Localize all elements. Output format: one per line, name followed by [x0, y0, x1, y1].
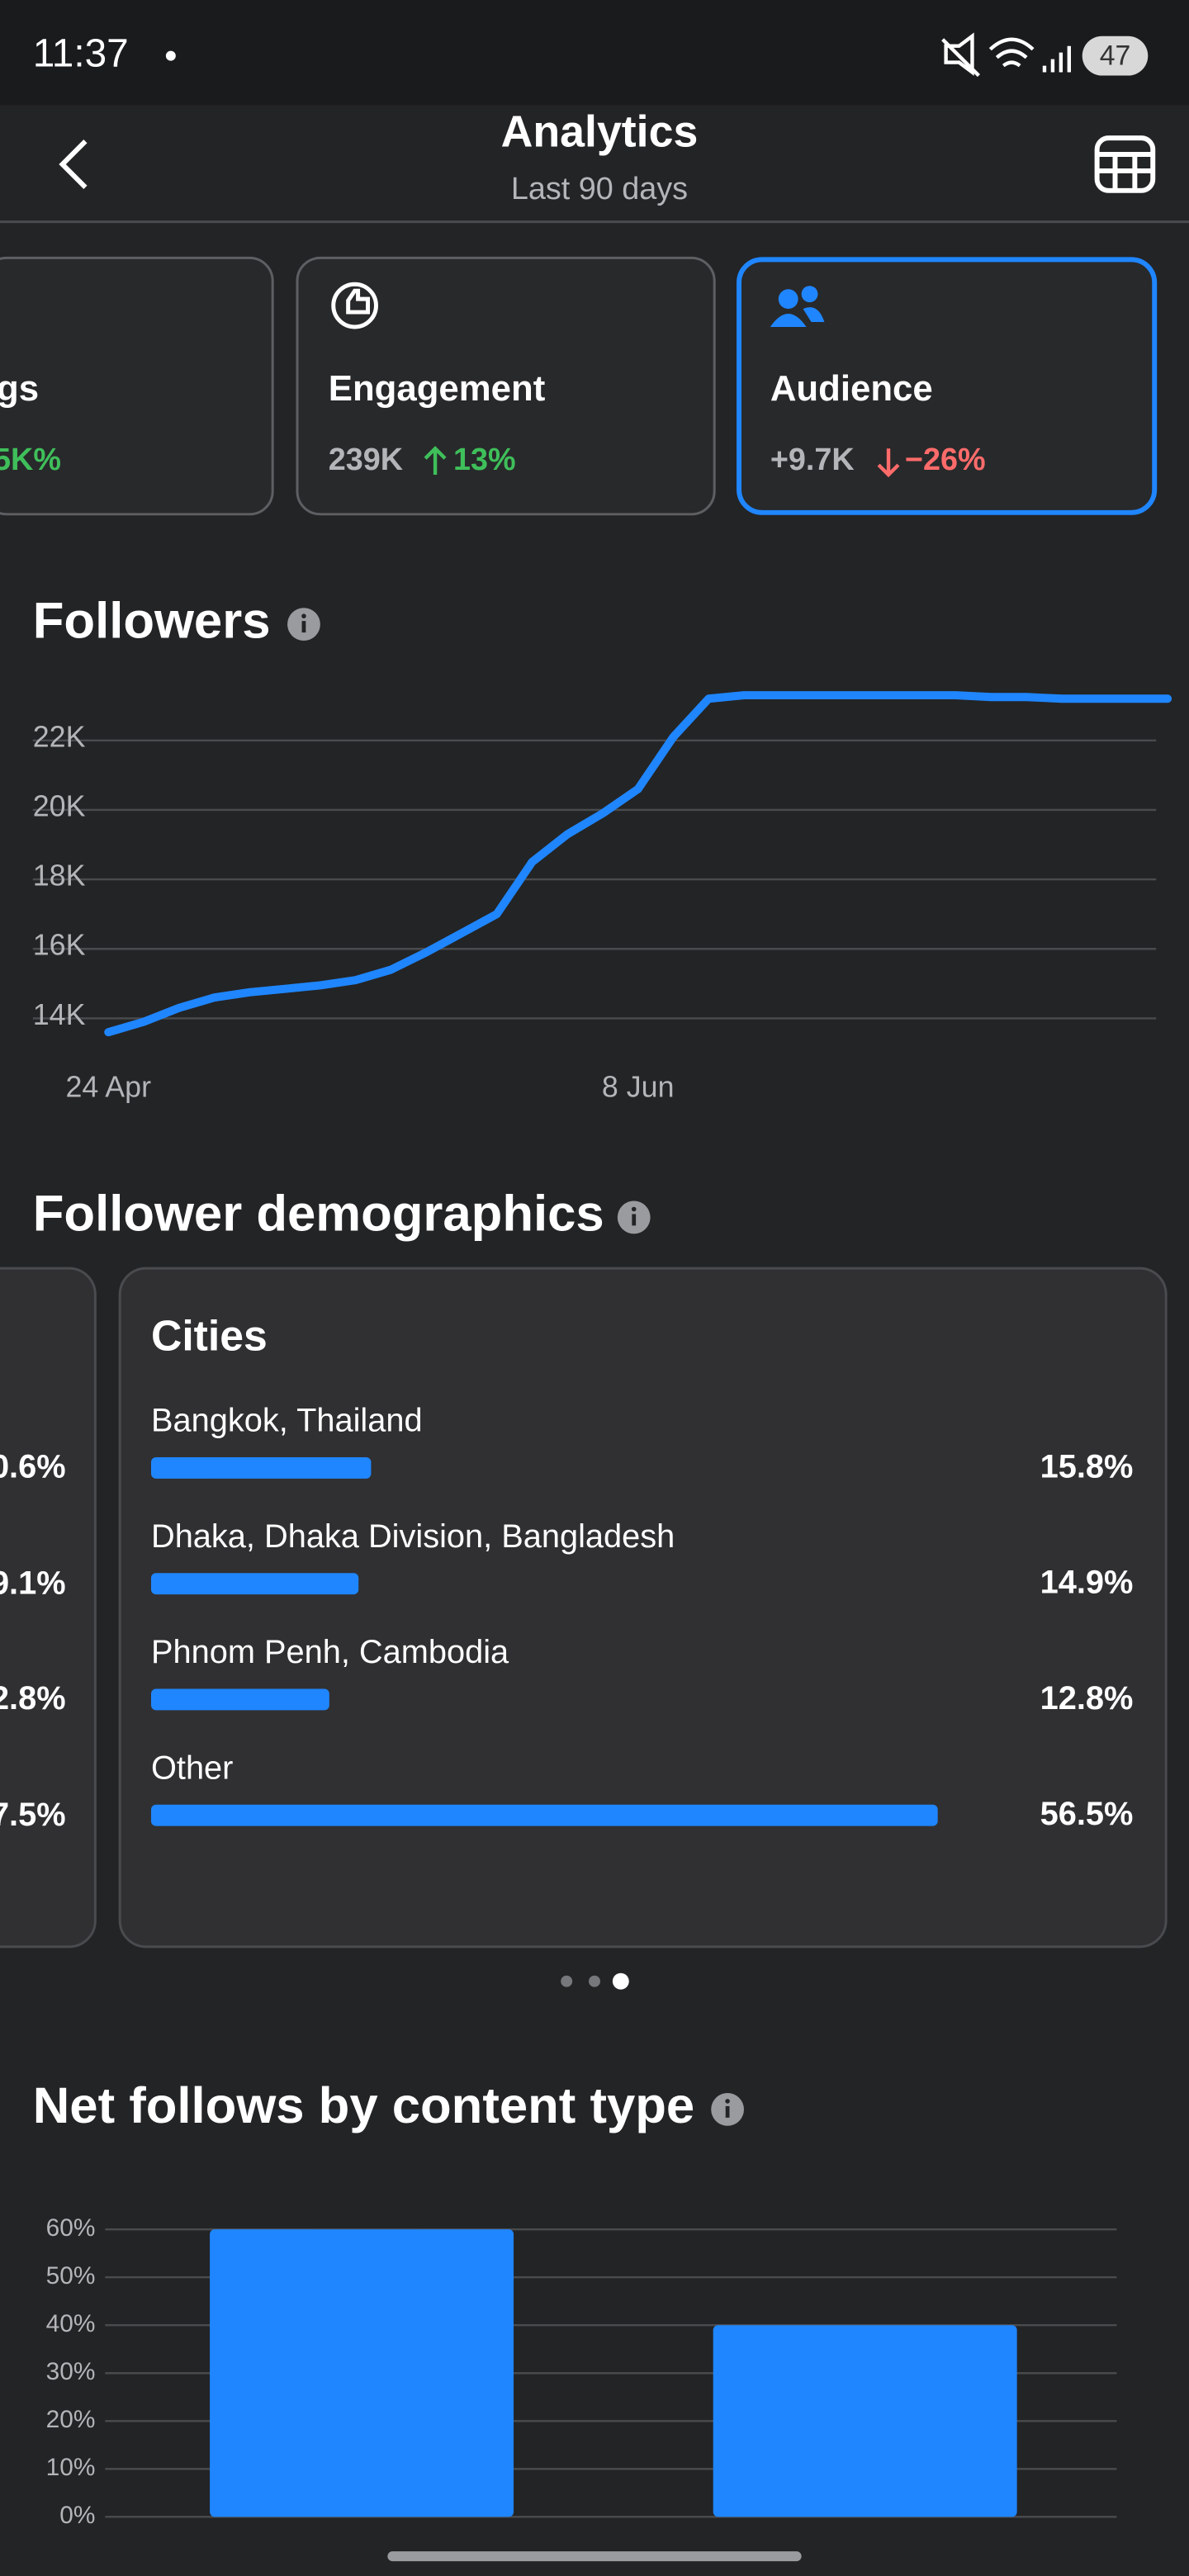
section-title: Net follows by content type: [33, 2077, 694, 2134]
y-tick-label: 20%: [46, 2406, 96, 2433]
back-button[interactable]: [59, 140, 88, 189]
value-label: 9.1%: [0, 1565, 66, 1602]
city-label: Dhaka, Dhaka Division, Bangladesh: [151, 1518, 675, 1555]
status-icons: [941, 32, 1071, 78]
value-label: 56.5%: [1040, 1796, 1134, 1832]
card-ratings[interactable]: [0, 256, 274, 516]
x-tick-label: 24 Apr: [66, 1071, 152, 1104]
battery: [1082, 36, 1149, 76]
y-tick-label: 10%: [46, 2454, 96, 2481]
status-dot: [165, 50, 176, 61]
value-label: 12.8%: [1040, 1680, 1134, 1717]
status-bar: [0, 0, 1189, 106]
bar: [150, 1456, 372, 1479]
city-label: Phnom Penh, Cambodia: [151, 1634, 509, 1670]
card-engagement[interactable]: [296, 256, 716, 516]
status-time: 11:37: [33, 31, 129, 75]
header-subtitle: Last 90 days: [511, 172, 688, 206]
y-tick-label: 30%: [46, 2358, 96, 2385]
card-title: Cities: [151, 1311, 268, 1359]
info-icon[interactable]: [287, 608, 320, 642]
home-indicator[interactable]: [387, 2551, 802, 2562]
page-dot[interactable]: [561, 1975, 573, 1987]
card-change: 13%: [453, 443, 516, 477]
battery-level: 47: [1100, 40, 1131, 72]
section-title: Followers: [33, 592, 271, 649]
page-dot-active[interactable]: [612, 1972, 629, 1990]
y-tick-label: 18K: [33, 859, 86, 893]
bar: [150, 1573, 359, 1595]
demographics-card-cities[interactable]: [118, 1267, 1168, 1949]
card-title: gs: [0, 368, 39, 409]
card-title: Audience: [770, 368, 933, 409]
card-title: Engagement: [329, 368, 546, 409]
value-label: 15.8%: [1040, 1448, 1134, 1485]
info-icon[interactable]: [617, 1200, 651, 1234]
value-label: 2.8%: [0, 1680, 66, 1717]
followers-line: [104, 691, 1172, 1037]
page-dot[interactable]: [589, 1975, 600, 1987]
value-label: 0.6%: [0, 1448, 66, 1485]
card-change: 5K%: [0, 443, 61, 477]
y-tick-label: 16K: [33, 929, 86, 962]
y-tick-label: 40%: [46, 2310, 96, 2337]
y-tick-label: 0%: [59, 2502, 95, 2529]
header-title: Analytics: [501, 107, 699, 156]
y-tick-label: 20K: [33, 789, 86, 822]
down-arrow: [877, 448, 900, 478]
calendar-button[interactable]: [1094, 135, 1156, 193]
section-title: Follower demographics: [33, 1186, 604, 1243]
value-label: 14.9%: [1040, 1565, 1134, 1601]
info-icon[interactable]: [711, 2093, 744, 2126]
up-arrow: [424, 446, 447, 476]
demographics-card-previous[interactable]: [0, 1267, 97, 1949]
bar: [210, 2229, 514, 2517]
y-tick-label: 50%: [46, 2262, 96, 2290]
x-tick-label: 8 Jun: [602, 1071, 675, 1104]
y-tick-label: 22K: [33, 720, 86, 753]
y-tick-label: 14K: [33, 998, 86, 1031]
bar: [150, 1804, 938, 1826]
audience-icon: [770, 286, 825, 327]
city-label: Other: [151, 1750, 233, 1787]
bar: [150, 1688, 329, 1711]
card-value: 239K: [329, 443, 403, 477]
card-change: −26%: [905, 443, 986, 477]
bar: [713, 2325, 1017, 2517]
card-audience[interactable]: [737, 257, 1158, 515]
y-tick-label: 60%: [46, 2214, 96, 2242]
engagement-icon: [331, 282, 378, 329]
city-label: Bangkok, Thailand: [151, 1403, 423, 1439]
card-value: +9.7K: [770, 443, 855, 477]
value-label: 7.5%: [0, 1797, 66, 1833]
